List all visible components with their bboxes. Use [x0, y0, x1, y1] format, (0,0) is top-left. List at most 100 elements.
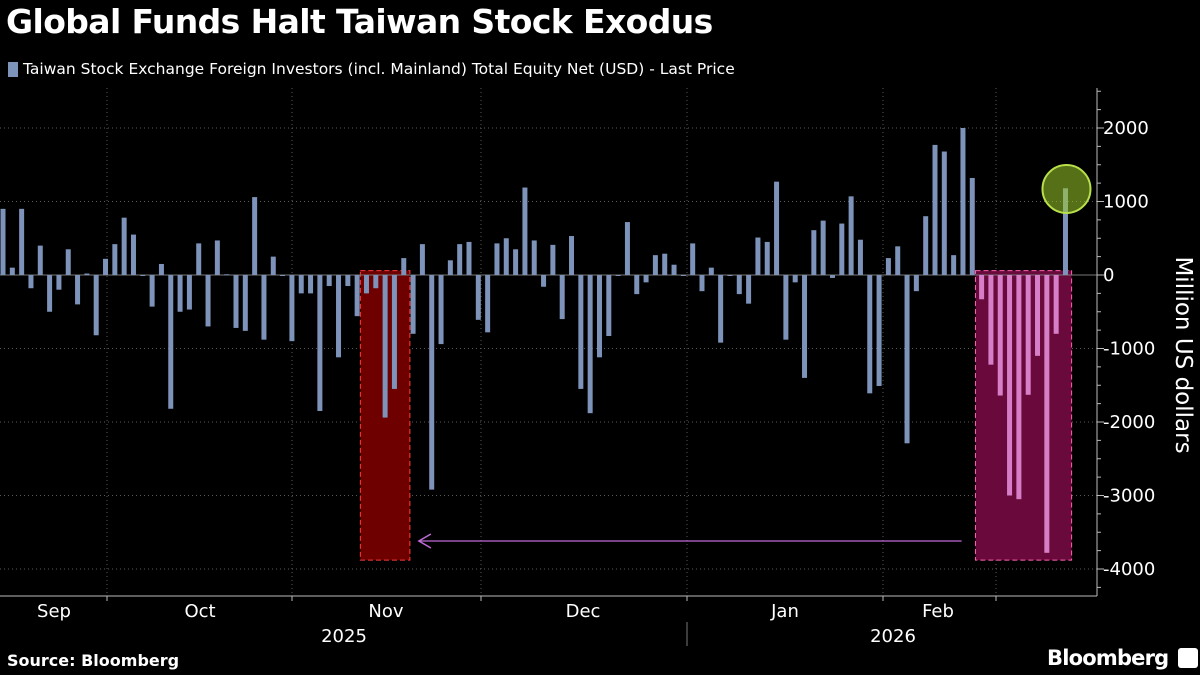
bar	[876, 275, 882, 386]
bar	[1007, 275, 1013, 496]
legend: Taiwan Stock Exchange Foreign Investors …	[8, 60, 735, 78]
bar	[652, 255, 658, 275]
bar	[363, 275, 369, 294]
bar	[308, 275, 314, 294]
x-month-label: Nov	[368, 601, 403, 622]
bar	[47, 275, 53, 312]
bar	[475, 275, 481, 320]
bar	[634, 275, 640, 295]
bar	[149, 275, 155, 307]
bar	[1044, 275, 1050, 553]
bar	[252, 197, 258, 275]
bar	[177, 275, 183, 312]
bar	[158, 263, 164, 275]
bar	[242, 275, 248, 331]
bar	[690, 243, 696, 275]
bar	[979, 275, 985, 300]
bar	[885, 258, 891, 275]
bar	[1035, 275, 1041, 356]
bar	[895, 246, 901, 275]
bar	[867, 275, 873, 394]
bar	[19, 208, 25, 275]
bar	[746, 275, 752, 304]
bar	[0, 208, 6, 275]
bar	[457, 244, 463, 275]
bar	[736, 275, 742, 295]
x-year-label: 2025	[321, 626, 367, 647]
bar	[93, 275, 99, 336]
bar	[56, 275, 62, 290]
bar	[354, 275, 360, 317]
chart-title: Global Funds Halt Taiwan Stock Exodus	[6, 2, 713, 41]
bar	[829, 275, 835, 278]
y-tick-label: 1000	[1103, 192, 1149, 213]
bar	[168, 275, 174, 409]
bar	[997, 275, 1003, 396]
bar	[233, 275, 239, 328]
bar	[289, 275, 295, 342]
bar	[755, 237, 761, 275]
bar	[261, 275, 267, 340]
bar	[802, 275, 808, 378]
bar	[373, 275, 379, 289]
y-tick-label: -2000	[1103, 412, 1155, 433]
bar	[485, 275, 491, 333]
bar	[550, 244, 556, 275]
bar	[317, 275, 323, 411]
bar	[969, 177, 975, 275]
bar	[280, 275, 286, 276]
bar	[196, 243, 202, 275]
bar	[186, 275, 192, 310]
bar	[941, 151, 947, 275]
bar	[447, 260, 453, 275]
bar	[270, 256, 276, 275]
bar	[596, 275, 602, 358]
x-month-label: Sep	[37, 601, 71, 622]
bar	[391, 275, 397, 389]
bar	[643, 275, 649, 283]
legend-label: Taiwan Stock Exchange Foreign Investors …	[23, 60, 735, 78]
bar	[112, 244, 118, 275]
bar	[606, 275, 612, 337]
bar	[522, 187, 528, 275]
y-tick-label: -4000	[1103, 559, 1155, 580]
bar	[326, 275, 332, 287]
bar	[559, 275, 565, 320]
bar	[37, 245, 43, 275]
bar	[708, 267, 714, 275]
bar	[569, 236, 575, 275]
y-tick-label: -1000	[1103, 339, 1155, 360]
bar	[699, 275, 705, 292]
arrow-head	[417, 533, 432, 549]
bar	[615, 275, 621, 276]
bar	[764, 241, 770, 275]
bar	[438, 275, 444, 345]
bar	[494, 243, 500, 275]
bar	[541, 275, 547, 287]
bar	[587, 275, 593, 414]
y-tick-label: -3000	[1103, 486, 1155, 507]
bar	[857, 239, 863, 275]
bar	[419, 244, 425, 275]
bar	[531, 240, 537, 275]
bar	[429, 275, 435, 490]
brand-logo: Bloomberg	[1047, 646, 1169, 670]
legend-swatch	[8, 61, 18, 77]
y-tick-label: 0	[1103, 265, 1114, 286]
bar	[783, 275, 789, 340]
bar	[671, 264, 677, 275]
bar	[923, 216, 929, 275]
bar	[75, 275, 81, 305]
bar	[336, 275, 342, 358]
bar	[224, 274, 230, 276]
bar	[410, 275, 416, 334]
bar	[839, 223, 845, 275]
x-year-label: 2026	[870, 626, 916, 647]
bar	[1053, 275, 1059, 334]
bar	[401, 258, 407, 275]
bar	[466, 241, 472, 275]
bar	[774, 181, 780, 275]
bar	[624, 222, 630, 275]
x-month-label: Feb	[922, 601, 954, 622]
